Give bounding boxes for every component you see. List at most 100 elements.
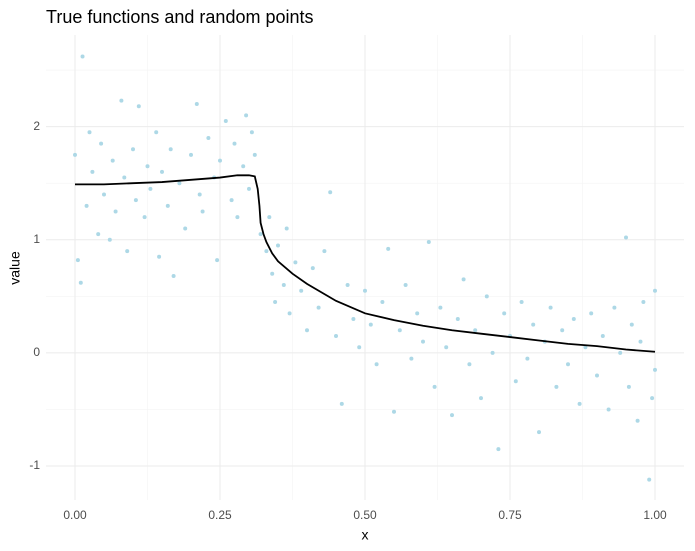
x-tick-label: 0.00: [63, 508, 87, 522]
point: [267, 215, 272, 220]
point: [177, 181, 182, 186]
point: [571, 316, 576, 321]
point: [293, 260, 298, 265]
point: [421, 339, 425, 344]
point: [244, 113, 249, 118]
point: [351, 316, 356, 321]
point: [624, 235, 628, 240]
point: [635, 418, 640, 423]
point: [548, 305, 553, 310]
point: [455, 316, 460, 321]
point: [629, 322, 634, 327]
point: [249, 130, 254, 135]
point: [444, 345, 449, 350]
point: [403, 283, 408, 288]
point: [392, 409, 396, 414]
point: [560, 328, 565, 333]
point: [119, 98, 124, 103]
point: [284, 226, 289, 231]
point: [647, 477, 652, 482]
point: [194, 102, 199, 107]
y-tick-label: 2: [33, 119, 40, 133]
point: [160, 169, 164, 174]
point: [99, 141, 104, 146]
point: [232, 141, 237, 146]
point: [165, 203, 170, 208]
point: [78, 280, 83, 285]
point: [87, 130, 92, 135]
point: [322, 249, 327, 254]
y-tick-label: 0: [33, 345, 40, 359]
point: [595, 373, 599, 378]
point: [235, 215, 240, 220]
point: [415, 311, 420, 316]
point: [374, 362, 379, 367]
point: [626, 384, 631, 389]
point: [102, 192, 106, 197]
point: [125, 249, 130, 254]
point: [80, 54, 85, 59]
point: [84, 203, 89, 208]
point: [513, 379, 518, 384]
y-axis-title: value: [7, 251, 23, 285]
point: [519, 300, 524, 305]
point: [110, 158, 115, 163]
point: [154, 130, 159, 135]
point: [142, 215, 147, 220]
point: [171, 273, 176, 278]
point: [653, 288, 657, 293]
x-tick-label: 0.25: [208, 508, 232, 522]
point: [357, 345, 362, 350]
point: [397, 328, 402, 333]
point: [566, 362, 570, 367]
point: [273, 300, 278, 305]
point: [145, 164, 150, 169]
x-tick-label: 0.75: [498, 508, 522, 522]
point: [252, 152, 257, 157]
point: [473, 328, 478, 333]
point: [229, 198, 234, 203]
point: [200, 209, 205, 214]
point: [368, 322, 373, 327]
point: [502, 311, 507, 316]
point: [531, 322, 536, 327]
point: [157, 254, 162, 259]
chart-title: True functions and random points: [46, 7, 314, 27]
point: [264, 249, 269, 254]
point: [197, 192, 202, 197]
point: [223, 118, 228, 123]
point: [496, 447, 501, 452]
point: [122, 175, 127, 180]
point: [183, 226, 188, 231]
point: [133, 198, 138, 203]
point: [386, 246, 391, 251]
point: [461, 277, 466, 282]
point: [131, 147, 135, 152]
point: [432, 384, 437, 389]
y-tick-label: -1: [29, 458, 40, 472]
point: [450, 413, 454, 418]
point: [438, 305, 443, 310]
point: [258, 232, 263, 237]
x-axis-title: x: [362, 527, 369, 543]
point: [113, 209, 118, 214]
point: [241, 164, 246, 169]
point: [641, 300, 646, 305]
point: [189, 152, 193, 157]
point: [276, 243, 280, 248]
point: [577, 401, 582, 406]
point: [316, 305, 321, 310]
point: [467, 362, 472, 367]
x-tick-label: 0.50: [353, 508, 377, 522]
point: [554, 384, 559, 389]
point: [638, 339, 643, 344]
point: [247, 186, 251, 191]
point: [618, 350, 623, 355]
point: [168, 147, 173, 152]
point: [409, 356, 414, 361]
point: [339, 401, 344, 406]
point: [299, 288, 304, 293]
point: [537, 430, 541, 435]
point: [650, 396, 655, 401]
